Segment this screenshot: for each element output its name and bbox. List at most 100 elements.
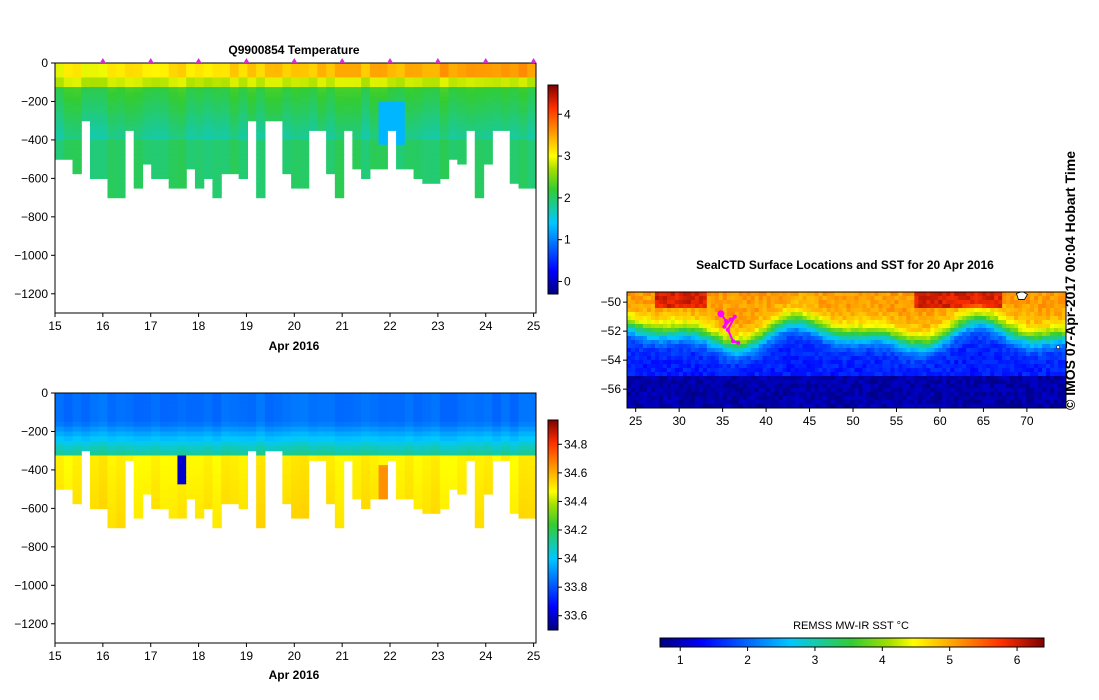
t-cell xyxy=(299,163,310,170)
sst-cell xyxy=(886,296,891,301)
t-cell xyxy=(334,77,345,83)
s-cell xyxy=(326,436,336,442)
t-cell xyxy=(151,63,161,69)
t-cell xyxy=(466,125,476,131)
s-cell xyxy=(186,460,196,466)
sst-cell xyxy=(802,356,808,361)
sst-cell xyxy=(682,296,688,301)
sst-cell xyxy=(690,332,696,337)
t-cell xyxy=(212,149,222,155)
sst-cell xyxy=(630,360,636,365)
sst-cell xyxy=(806,368,812,373)
sst-cell xyxy=(742,292,748,297)
sst-cell xyxy=(998,304,1003,309)
sst-cell xyxy=(870,320,875,325)
sst-cell xyxy=(702,352,708,357)
sst-cell xyxy=(1018,316,1023,321)
sst-cell xyxy=(930,352,935,357)
profile-marker xyxy=(339,58,346,63)
sst-cell xyxy=(750,380,756,385)
sst-cell xyxy=(1014,332,1019,337)
sst-cell xyxy=(950,364,955,369)
sst-cell xyxy=(842,296,847,301)
sst-cell xyxy=(734,328,740,333)
s-cell xyxy=(63,484,74,490)
s-cell xyxy=(457,450,467,457)
s-cell xyxy=(159,450,170,457)
t-cell xyxy=(474,144,485,151)
sst-cell xyxy=(682,320,688,325)
t-cell xyxy=(177,149,187,155)
s-cell xyxy=(334,522,345,529)
sst-cell xyxy=(706,356,712,361)
t-cell xyxy=(238,72,248,79)
sst-cell xyxy=(934,336,939,341)
sst-cell xyxy=(914,304,919,309)
sst-cell xyxy=(886,360,891,365)
t-cell xyxy=(177,135,187,141)
t-cell xyxy=(361,82,371,88)
sst-cell xyxy=(654,376,660,381)
sst-cell xyxy=(730,292,736,297)
sst-cell xyxy=(786,348,792,353)
t-cell xyxy=(116,63,126,69)
t-cell xyxy=(326,168,336,175)
t-cell xyxy=(361,130,371,136)
t-cell xyxy=(352,144,362,151)
s-cell xyxy=(55,455,65,461)
t-cell xyxy=(194,77,205,83)
sst-cell xyxy=(810,364,816,369)
s-cell xyxy=(527,412,536,418)
t-cell xyxy=(168,72,179,79)
t-cell xyxy=(501,63,511,69)
sst-cell xyxy=(1030,336,1035,341)
sst-cell xyxy=(666,324,672,329)
sst-cell xyxy=(794,312,800,317)
t-cell xyxy=(291,115,301,122)
s-cell xyxy=(282,493,292,500)
s-cell xyxy=(221,450,231,457)
s-cell xyxy=(334,498,345,505)
t-cell xyxy=(387,67,397,74)
sst-cell xyxy=(702,320,708,325)
sst-cell xyxy=(702,360,708,365)
s-cell xyxy=(509,489,520,495)
sst-cell xyxy=(1018,328,1023,333)
t-cell xyxy=(404,67,415,74)
s-cell xyxy=(256,479,266,485)
sst-cell xyxy=(890,372,895,377)
s-cell xyxy=(378,465,388,471)
sst-cell xyxy=(1010,308,1015,313)
t-cell xyxy=(422,106,432,112)
t-cell xyxy=(264,96,275,103)
sst-cell xyxy=(958,360,963,365)
s-cell xyxy=(474,445,485,452)
s-cell xyxy=(439,412,450,418)
sst-cell xyxy=(1030,320,1035,325)
sst-cell xyxy=(822,364,828,369)
sst-cell xyxy=(762,312,768,317)
sst-cell xyxy=(1014,372,1019,377)
s-cell xyxy=(282,421,292,428)
sst-cell xyxy=(694,300,700,305)
s-cell xyxy=(422,407,432,413)
t-cell xyxy=(361,135,371,141)
s-cell xyxy=(422,445,432,452)
s-cell xyxy=(492,402,502,409)
s-cell xyxy=(63,417,74,423)
salinity-cells xyxy=(55,393,536,529)
sst-cell xyxy=(690,348,696,353)
sst-cell xyxy=(666,340,672,345)
sst-cell xyxy=(922,364,927,369)
s-cell xyxy=(431,479,441,485)
s-cell xyxy=(238,417,248,423)
s-cell xyxy=(81,421,91,428)
sst-cell xyxy=(866,300,871,305)
s-cell xyxy=(273,441,283,447)
t-cell xyxy=(404,77,415,83)
t-cell xyxy=(527,111,536,117)
s-cell xyxy=(509,402,520,409)
t-cell xyxy=(282,144,292,151)
sst-cell xyxy=(998,332,1003,337)
sst-cell xyxy=(1038,356,1043,361)
